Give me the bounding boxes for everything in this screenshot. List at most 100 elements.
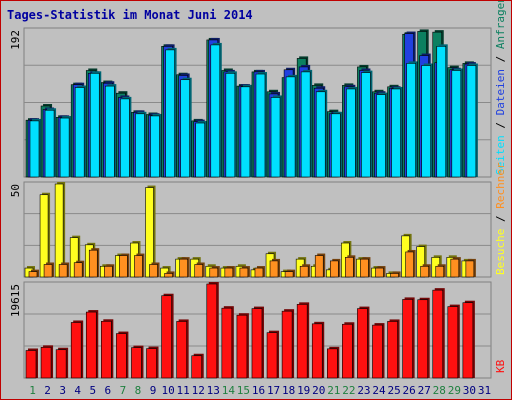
day-label-24: 24 [372,384,386,397]
bar-rechner-day30-body [465,260,475,278]
y-max-label: 192 [9,30,22,50]
bar-seiten-day19-body [300,71,311,178]
bar-kb-day13 [206,282,219,379]
bar-rechner-day24 [375,266,386,278]
legend-rechner: Rechner [494,162,507,209]
panel-top: 192 Seiten / Dateien / Anfragen [9,1,507,178]
y-max-label: 19615 [9,284,22,317]
bar-seiten-day29-body [451,70,462,178]
bar-rechner-day29-body [450,258,460,278]
bar-kb-day24-body [372,324,383,379]
bar-seiten-day25 [391,86,403,178]
chart-title: Tages-Statistik im Monat Juni 2014 [7,8,253,22]
legend-anfragen: Anfragen [494,1,507,49]
bar-kb-day10 [161,293,174,379]
bar-kb-day15-body [236,314,248,379]
bar-rechner-day8 [134,253,145,278]
day-label-4: 4 [74,384,81,397]
bar-kb-day9 [146,346,159,379]
day-label-9: 9 [150,384,157,397]
bar-kb-day17 [266,330,280,379]
panel-bottom: 19615 KB [9,281,507,379]
day-label-26: 26 [403,384,416,397]
bar-seiten-day28 [436,44,448,178]
bar-kb-day18-body [281,310,293,379]
bar-kb-day18 [281,309,295,379]
bar-kb-day6 [101,319,114,379]
bar-rechner-day30 [465,258,476,278]
bar-rechner-day27 [420,264,431,278]
bar-seiten-day5 [89,71,102,178]
bar-seiten-day11 [180,77,192,178]
bar-kb-day27-body [417,299,428,379]
day-label-22: 22 [342,384,355,397]
bar-kb-day7 [116,331,129,379]
bar-kb-day28 [432,288,445,379]
bar-kb-day14-body [221,307,233,379]
bar-kb-day22-body [342,323,353,379]
bar-seiten-day27-body [421,65,431,178]
day-label-15: 15 [237,384,250,397]
bar-rechner-day8-body [134,255,143,278]
day-label-5: 5 [89,384,96,397]
bar-kb-day17-body [266,332,278,379]
bar-seiten-day21-body [330,113,341,178]
bar-seiten-day4-body [74,87,85,178]
bar-seiten-day5-body [89,73,100,178]
bar-kb-day29 [447,304,460,379]
bar-seiten-day14-body [225,73,236,178]
bar-kb-day25 [387,319,400,379]
day-label-8: 8 [135,384,142,397]
bar-seiten-day24-body [376,94,386,178]
day-label-12: 12 [192,384,205,397]
bar-kb-day5 [85,310,99,379]
day-label-23: 23 [357,384,370,397]
bar-rechner-day17-body [269,260,279,278]
bar-kb-day20 [311,321,325,379]
bar-seiten-day16 [255,72,267,178]
bar-kb-day2-body [40,347,52,379]
bar-kb-day4 [70,320,84,379]
bar-kb-day12-body [191,355,203,379]
bar-rechner-day10 [164,271,175,278]
bar-rechner-day7-body [119,255,128,278]
bar-kb-day6-body [101,320,112,379]
bar-kb-day30 [462,300,475,379]
bar-kb-day20-body [311,323,323,379]
bar-rechner-day15-body [239,267,249,278]
bar-rechner-day24-body [375,267,384,278]
bar-seiten-day20-body [315,91,326,178]
day-label-1: 1 [29,384,36,397]
bar-kb-day24 [372,323,385,379]
day-label-14: 14 [222,384,236,397]
bar-kb-day28-body [432,289,444,379]
bar-seiten-day7 [120,96,132,178]
bar-rechner-day6 [104,264,115,278]
bar-rechner-day4-body [73,262,83,278]
day-label-18: 18 [282,384,295,397]
bar-seiten-day29 [451,68,463,178]
legend-seiten: Seiten [494,135,507,175]
bar-kb-day2 [40,345,54,379]
bar-rechner-day11 [179,257,190,278]
day-label-7: 7 [120,384,127,397]
day-label-6: 6 [105,384,112,397]
bar-rechner-day16-body [254,267,264,278]
bar-kb-day5-body [85,311,97,379]
bar-seiten-day4 [74,85,87,178]
legend-separator: / [494,209,507,229]
bar-kb-day23 [357,306,370,379]
bar-seiten-day9-body [150,115,160,178]
bar-rechner-day1-body [28,271,38,278]
bar-seiten-day6-body [105,85,115,178]
bar-kb-day26 [402,297,415,379]
bar-rechner-day23 [360,257,371,278]
bar-kb-day3 [55,347,69,379]
bar-seiten-day19 [300,69,313,178]
bar-rechner-day14-body [224,267,234,278]
bar-seiten-day8-body [135,113,145,178]
bar-rechner-day16 [254,266,265,278]
bar-kb-day25-body [387,321,398,379]
bar-seiten-day16-body [255,73,266,178]
